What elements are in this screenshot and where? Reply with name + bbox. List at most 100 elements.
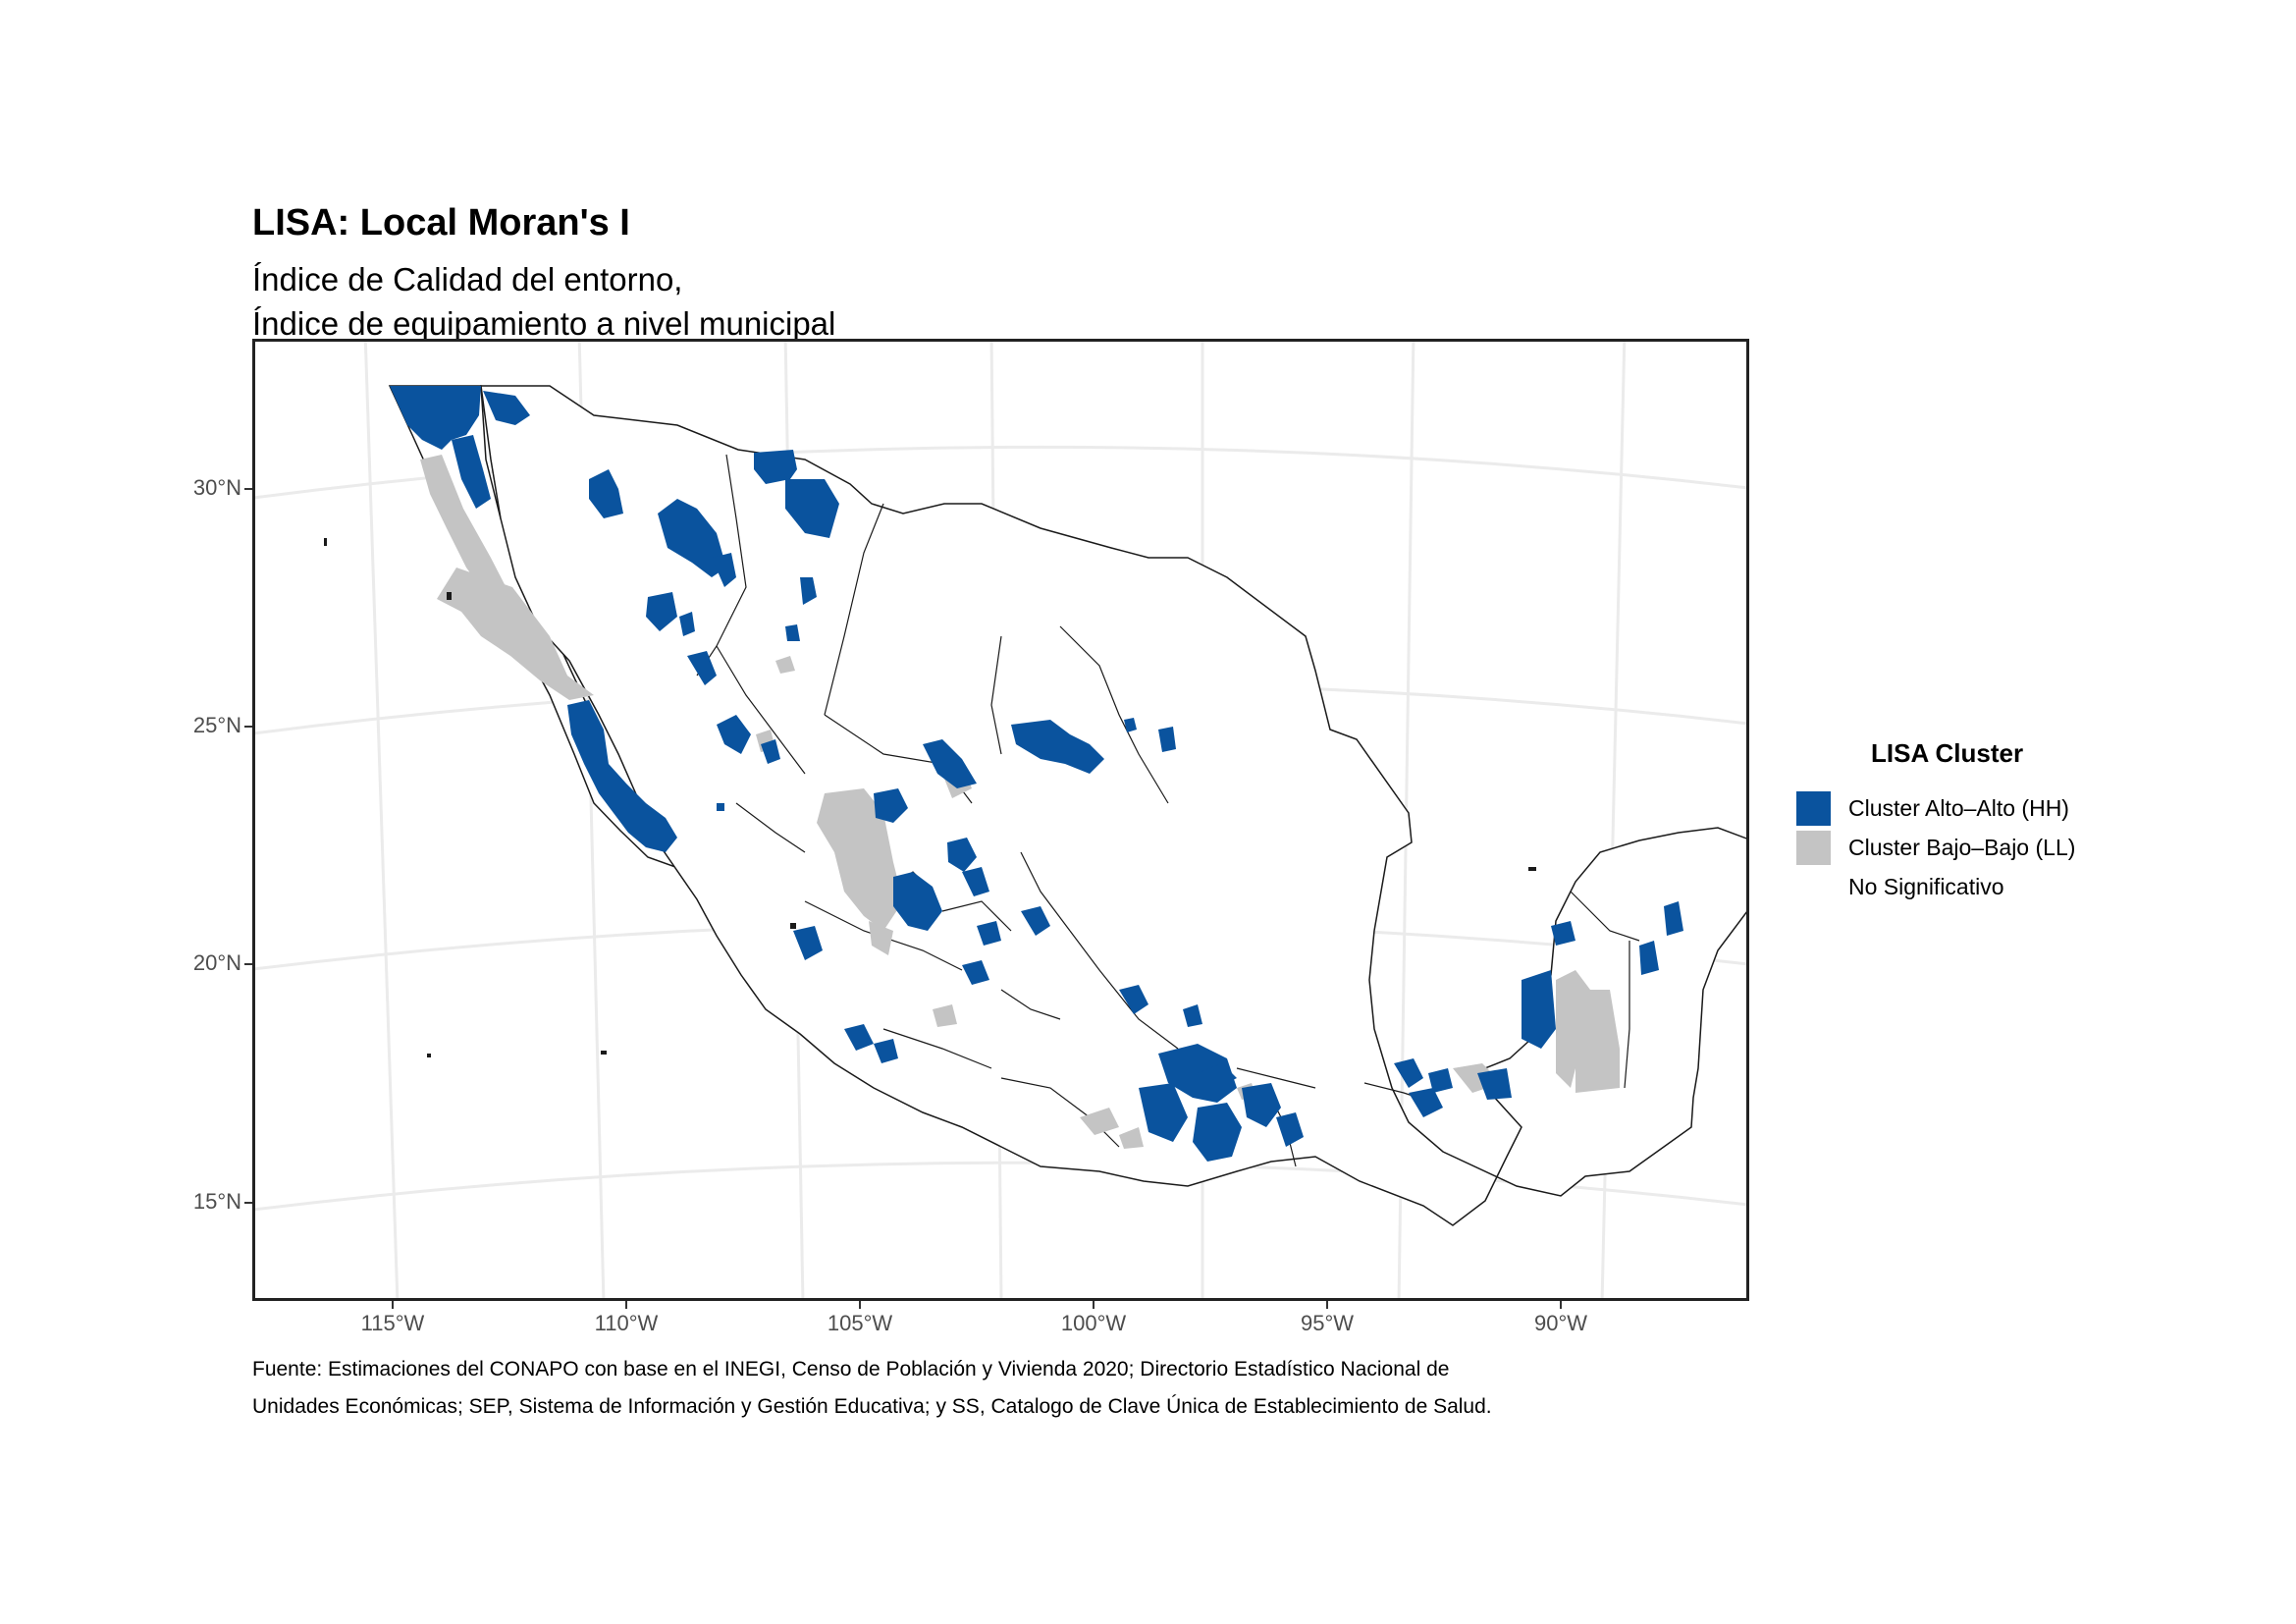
hh-quintana-roo [1639, 941, 1659, 975]
x-tick-label-115w: 115°W [360, 1311, 425, 1335]
hh-torreon [923, 739, 977, 788]
hh-monterrey [1011, 720, 1104, 774]
hh-los-cabos [567, 700, 677, 852]
border-sinaloa-durango [716, 645, 806, 775]
x-tick-label-100w: 100°W [1060, 1311, 1127, 1335]
border-jalisco-michoacan [804, 900, 963, 971]
legend-label-ll: Cluster Bajo–Bajo (LL) [1848, 834, 2076, 860]
ll-guerrero-coast-2 [1119, 1127, 1144, 1149]
hh-sonora-east-2 [712, 553, 736, 587]
map-svg [255, 342, 1746, 1298]
graticule-lon-115 [363, 342, 400, 1298]
hh-oaxaca-5 [1276, 1112, 1304, 1147]
y-tick-label-15n: 15°N [192, 1189, 241, 1214]
border-veracruz-tabasco [1236, 1067, 1316, 1089]
x-tick-95w [1326, 1301, 1328, 1309]
hh-delicias [785, 624, 800, 641]
hh-baja-east [452, 435, 491, 509]
hh-oaxaca-2 [1139, 1083, 1188, 1142]
border-campeche-quintanaroo [1624, 941, 1630, 1089]
hh-hermosillo [589, 469, 623, 518]
y-tick-label-30n: 30°N [192, 475, 241, 500]
border-mexico-morelos [1000, 989, 1061, 1020]
x-tick-label-95w: 95°W [1300, 1311, 1355, 1335]
x-tick-90w [1560, 1301, 1562, 1309]
subtitle-line-2: Índice de equipamiento a nivel municipal [252, 305, 836, 342]
ll-clusters [420, 455, 1620, 1149]
ll-guerrero-coast [1080, 1108, 1119, 1135]
border-michoacan-guerrero [882, 1028, 992, 1069]
x-tick-115w [392, 1301, 394, 1309]
legend-label-hh: Cluster Alto–Alto (HH) [1848, 794, 2069, 821]
legend-label-ns: No Significativo [1848, 873, 2004, 899]
legend-item-ns: No Significativo [1796, 867, 2075, 906]
ll-sierra-nayarit [869, 921, 893, 955]
x-tick-label-90w: 90°W [1533, 1311, 1588, 1335]
hh-guadalajara [893, 872, 942, 931]
hh-durango-city [874, 788, 908, 823]
border-guanajuato-queretaro [941, 900, 1012, 932]
hh-zacatecas [947, 838, 977, 872]
y-tick-20n [244, 963, 252, 965]
x-tick-105w [859, 1301, 861, 1309]
border-sanluis-hidalgo [1020, 851, 1071, 932]
islands [324, 538, 1536, 1057]
hh-colima [844, 1024, 874, 1051]
ll-chihuahua-small [775, 656, 795, 674]
hh-aguascalientes [962, 867, 989, 896]
hh-islas [717, 803, 724, 811]
subtitle-line-1: Índice de Calidad del entorno, [252, 261, 683, 298]
hh-queretaro [1021, 906, 1050, 936]
mainland-mexico [480, 385, 1746, 1226]
island-cedros [447, 592, 452, 600]
legend-swatch-hh [1796, 790, 1831, 826]
hh-manzanillo [874, 1039, 898, 1063]
y-tick-label-20n: 20°N [192, 950, 241, 975]
hh-ciudad-obregon [646, 592, 677, 631]
y-tick-25n [244, 726, 252, 728]
hh-chihuahua-city [800, 577, 817, 605]
hh-tijuana-mexicali [390, 386, 481, 450]
legend-swatch-ns [1796, 869, 1831, 904]
y-tick-label-25n: 25°N [192, 713, 241, 737]
hh-chihuahua-north [785, 479, 839, 538]
legend-swatch-ll [1796, 830, 1831, 865]
ll-campeche [1571, 990, 1620, 1093]
island-socorro [601, 1051, 607, 1055]
hh-puerto-vallarta [793, 926, 823, 960]
border-nayarit-jalisco [735, 802, 806, 853]
border-campeche-yucatan [1570, 891, 1640, 942]
map-panel [252, 339, 1749, 1301]
hh-reynosa [1158, 727, 1176, 752]
mexico-base [388, 385, 1746, 1226]
hh-chiapas [1409, 1088, 1443, 1117]
caption-line-1: Fuente: Estimaciones del CONAPO con base… [252, 1358, 1450, 1380]
legend-title: LISA Cluster [1871, 738, 2024, 768]
y-tick-15n [244, 1202, 252, 1204]
hh-sonora-east [658, 499, 726, 577]
border-nuevoleon-tamaulipas [1059, 625, 1169, 804]
border-puebla-veracruz [1069, 930, 1179, 1050]
hh-clusters [390, 386, 1683, 1162]
hh-matamoros [1124, 718, 1137, 732]
x-tick-100w [1093, 1301, 1095, 1309]
caption-line-2: Unidades Económicas; SEP, Sistema de Inf… [252, 1395, 1492, 1418]
hh-oaxaca-4 [1242, 1083, 1281, 1127]
hh-villahermosa [1394, 1058, 1423, 1088]
x-tick-label-105w: 105°W [827, 1311, 893, 1335]
hh-tabasco-east [1428, 1068, 1453, 1093]
ll-baja-central [437, 568, 594, 700]
map-subtitle: Índice de Calidad del entorno, Índice de… [252, 257, 835, 346]
x-tick-110w [625, 1301, 627, 1309]
border-chihuahua-coahuila [824, 503, 884, 716]
island-cozumel [1528, 867, 1536, 871]
hh-sonoita [483, 391, 530, 425]
hh-puebla [1119, 985, 1148, 1014]
hh-culiacan [717, 715, 751, 754]
hh-cancun [1664, 901, 1683, 936]
hh-oaxaca-6 [1198, 1063, 1237, 1088]
border-coahuila-nuevoleon [990, 635, 1002, 755]
state-borders [696, 454, 1640, 1167]
hh-oaxaca-3 [1193, 1103, 1242, 1162]
island-revillagigedo [427, 1054, 431, 1057]
